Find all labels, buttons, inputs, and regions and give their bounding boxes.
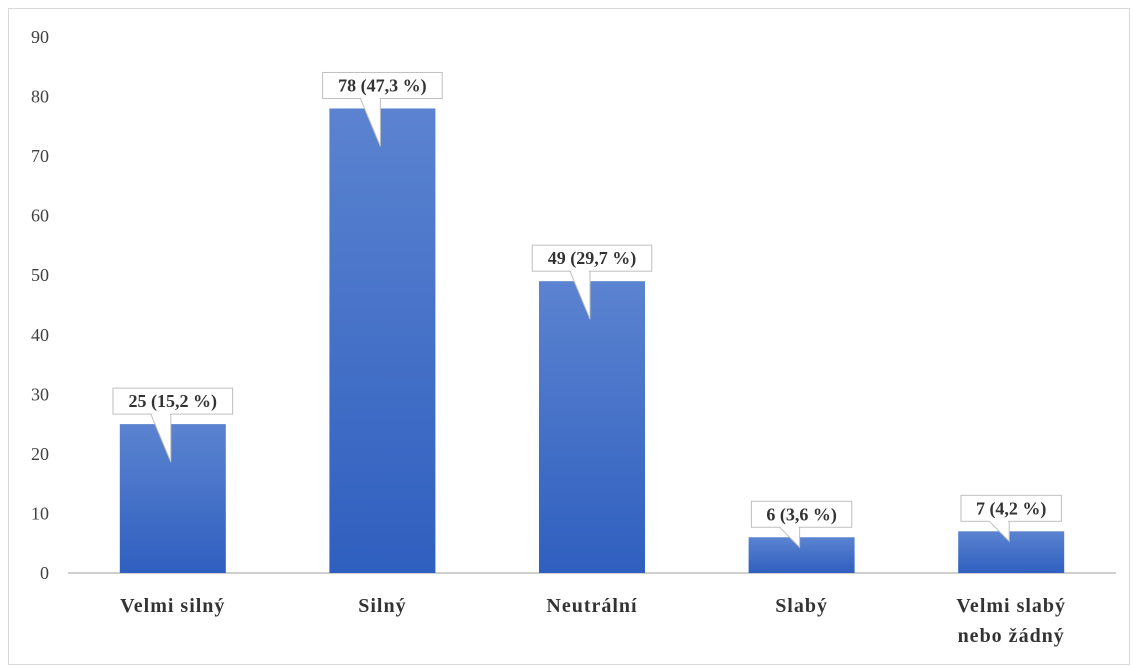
y-tick-label: 80 [31, 87, 49, 107]
callout-box [531, 244, 653, 272]
category-label: Slabý [775, 595, 828, 617]
data-label-callout: 78 (47,3 %) [322, 71, 443, 147]
callout-box [750, 500, 853, 528]
y-tick-label: 40 [31, 325, 49, 345]
y-tick-label: 20 [31, 444, 49, 464]
bar [958, 531, 1065, 573]
category-label: Silný [358, 595, 406, 617]
data-label-callout: 25 (15,2 %) [112, 387, 234, 463]
bar [119, 424, 226, 573]
y-tick-label: 30 [31, 384, 49, 404]
data-label: 7 (4,2 %) [976, 498, 1047, 519]
data-label: 49 (29,7 %) [548, 248, 637, 269]
data-label: 6 (3,6 %) [766, 504, 837, 525]
y-tick-label: 70 [31, 146, 49, 166]
callout-box [960, 494, 1062, 522]
category-label: Velmi silný [120, 595, 225, 617]
bar [748, 537, 855, 573]
y-tick-label: 0 [40, 563, 49, 583]
data-label-callout: 7 (4,2 %) [960, 494, 1062, 543]
category-label: nebo žádný [958, 625, 1065, 647]
y-tick-label: 90 [31, 27, 49, 47]
data-label: 25 (15,2 %) [129, 391, 218, 412]
y-tick-label: 60 [31, 206, 49, 226]
y-tick-label: 50 [31, 265, 49, 285]
data-label: 78 (47,3 %) [338, 75, 427, 96]
bar [329, 108, 436, 573]
category-label: Velmi slabý [956, 595, 1066, 617]
bar [539, 281, 645, 573]
callout-box [322, 71, 443, 99]
data-label-callout: 6 (3,6 %) [750, 500, 853, 549]
callout-box [112, 387, 234, 415]
data-label-callout: 49 (29,7 %) [531, 244, 653, 320]
category-label: Neutrální [546, 595, 637, 617]
y-tick-label: 10 [31, 503, 49, 523]
